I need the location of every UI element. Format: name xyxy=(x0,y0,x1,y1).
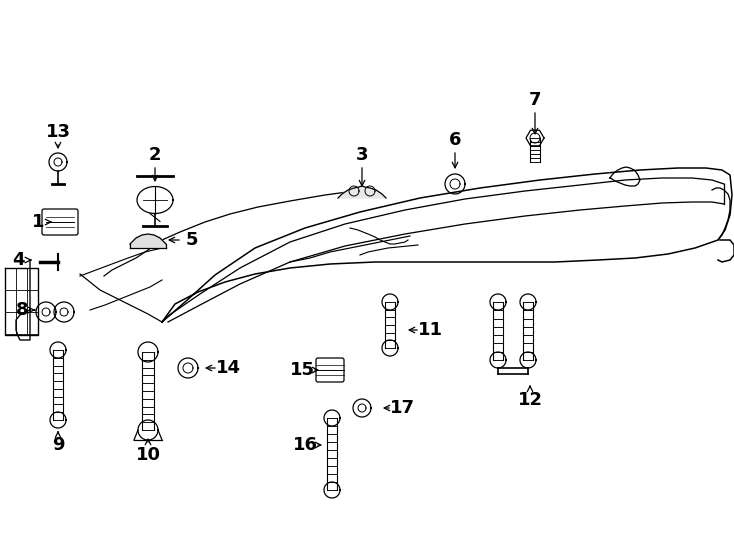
Text: 7: 7 xyxy=(528,91,541,109)
Text: 4: 4 xyxy=(12,251,24,269)
Text: 2: 2 xyxy=(149,146,161,164)
Text: 17: 17 xyxy=(390,399,415,417)
Text: 3: 3 xyxy=(356,146,368,164)
Text: 1: 1 xyxy=(32,213,44,231)
Text: 12: 12 xyxy=(517,391,542,409)
Text: 5: 5 xyxy=(186,231,198,249)
Polygon shape xyxy=(338,186,386,198)
Text: 9: 9 xyxy=(52,436,65,454)
Text: 16: 16 xyxy=(293,436,318,454)
Text: 11: 11 xyxy=(418,321,443,339)
Text: 14: 14 xyxy=(216,359,241,377)
Text: 13: 13 xyxy=(46,123,70,141)
Text: 8: 8 xyxy=(15,301,29,319)
Text: 10: 10 xyxy=(136,446,161,464)
Text: 6: 6 xyxy=(448,131,461,149)
Polygon shape xyxy=(130,234,166,248)
Text: 15: 15 xyxy=(289,361,314,379)
